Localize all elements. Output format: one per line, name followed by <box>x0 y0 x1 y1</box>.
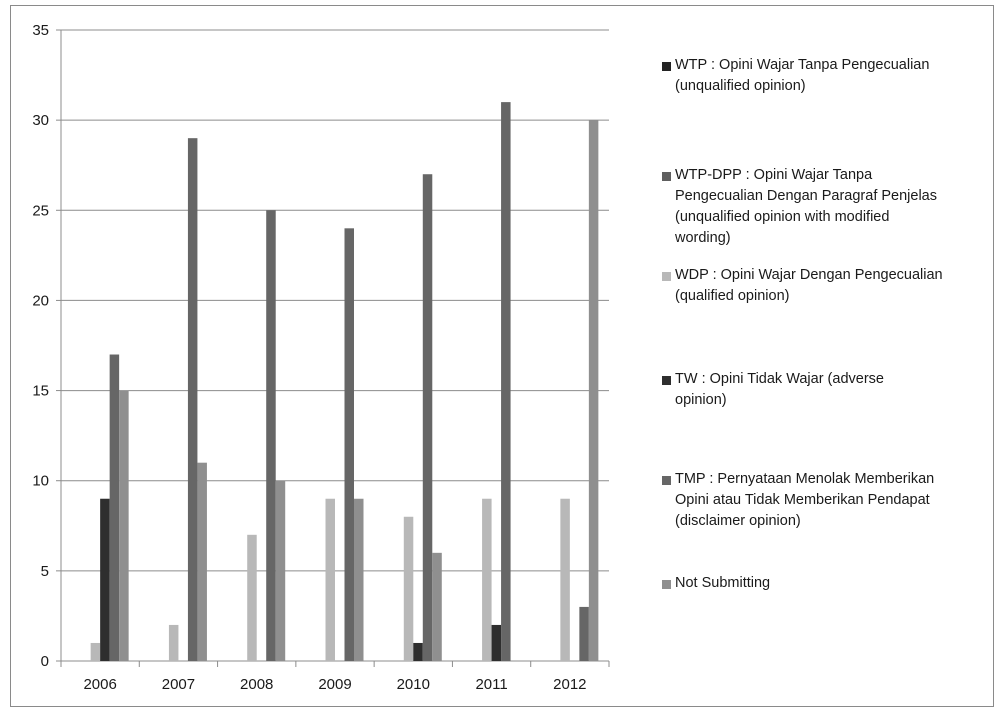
legend-item: WTP : Opini Wajar Tanpa Pengecualian (un… <box>662 57 1001 97</box>
bar-2006-series-3 <box>100 498 110 661</box>
x-tick-label: 2009 <box>318 676 351 693</box>
bar-2012-series-5 <box>588 120 599 661</box>
x-tick-label: 2007 <box>162 676 195 693</box>
y-tick-label: 35 <box>32 22 49 39</box>
bar-2007-series-2 <box>168 624 179 661</box>
bar-2008-series-5 <box>275 480 286 661</box>
bar-2010-series-2 <box>403 516 414 661</box>
bar-2006-series-5 <box>119 390 129 661</box>
bar-2008-series-2 <box>247 534 257 661</box>
legend-label: Not Submitting <box>675 575 771 591</box>
legend-swatch <box>662 62 671 71</box>
legend-label: WTP : Opini Wajar Tanpa Pengecualian (un… <box>675 57 930 94</box>
legend: WTP : Opini Wajar Tanpa Pengecualian (un… <box>662 6 1001 706</box>
y-tick-label: 20 <box>32 292 49 309</box>
bar-2009-series-5 <box>354 498 364 661</box>
y-tick-label: 25 <box>32 202 49 219</box>
legend-swatch <box>662 272 671 281</box>
legend-item: Not Submitting <box>662 575 1001 594</box>
legend-swatch <box>662 376 671 385</box>
x-tick-label: 2012 <box>553 676 586 693</box>
legend-item: TMP : Pernyataan Menolak Memberikan Opin… <box>662 471 1001 532</box>
bar-2011-series-3 <box>491 624 502 661</box>
bar-2012-series-2 <box>560 498 570 661</box>
bar-2010-series-4 <box>422 174 433 661</box>
x-tick-label: 2011 <box>475 676 507 693</box>
bar-2011-series-2 <box>482 498 492 661</box>
bar-2011-series-4 <box>501 102 511 662</box>
chart-frame: 0 5 10 15 20 25 30 35 2006 2007 2008 2009 2010 2011 20… <box>10 5 994 707</box>
x-tick-label: 2008 <box>240 676 273 693</box>
legend-label: TMP : Pernyataan Menolak Memberikan Opin… <box>675 471 935 529</box>
legend-item: WDP : Opini Wajar Dengan Pengecualian (q… <box>662 267 1001 307</box>
legend-label: WDP : Opini Wajar Dengan Pengecualian (q… <box>675 267 943 304</box>
legend-swatch <box>662 476 671 485</box>
legend-item: WTP-DPP : Opini Wajar Tanpa Pengecualian… <box>662 167 1001 249</box>
legend-label: WTP-DPP : Opini Wajar Tanpa Pengecualian… <box>675 167 937 246</box>
bar-2007-series-4 <box>187 138 198 661</box>
bar-2008-series-4 <box>266 210 276 662</box>
bar-2006-series-4 <box>109 354 120 661</box>
legend-item: TW : Opini Tidak Wajar (adverse opinion) <box>662 371 1001 411</box>
y-tick-label: 0 <box>41 653 49 670</box>
legend-label: TW : Opini Tidak Wajar (adverse opinion) <box>675 371 884 408</box>
bar-2009-series-2 <box>325 498 335 661</box>
bar-2010-series-5 <box>432 552 442 661</box>
y-tick-label: 5 <box>41 563 49 580</box>
x-tick-label: 2006 <box>83 676 116 693</box>
y-tick-label: 10 <box>32 473 49 490</box>
bar-2012-series-4 <box>579 606 589 661</box>
bar-chart: 0 5 10 15 20 25 30 35 2006 2007 2008 2009 2010 2011 20… <box>32 22 610 693</box>
bar-2010-series-3 <box>413 642 423 661</box>
legend-swatch <box>662 172 671 181</box>
legend-swatch <box>662 580 671 589</box>
bar-2007-series-5 <box>197 462 207 661</box>
bar-2006-series-2 <box>90 642 101 661</box>
bar-2009-series-4 <box>344 228 354 662</box>
y-tick-label: 30 <box>32 112 49 129</box>
x-tick-label: 2010 <box>397 676 430 693</box>
y-tick-label: 15 <box>32 383 49 400</box>
